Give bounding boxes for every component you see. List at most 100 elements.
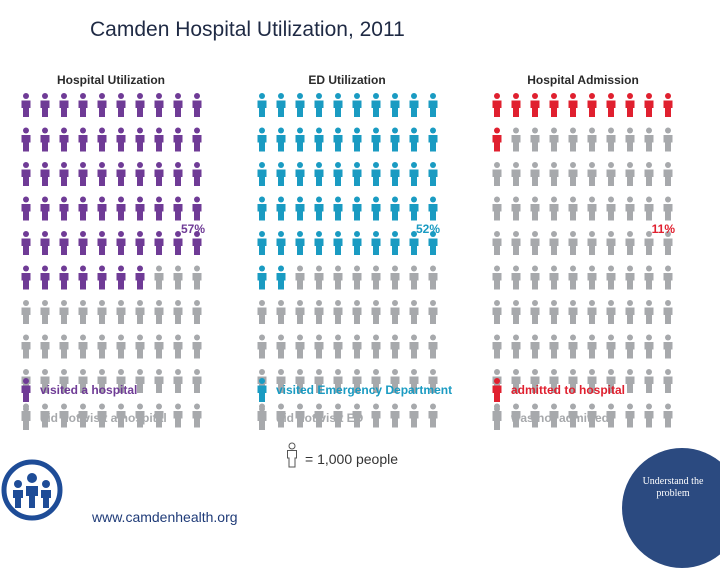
person-icon-rest [511, 162, 521, 186]
person-icon-highlight [116, 93, 126, 117]
person-icon-rest [568, 300, 578, 324]
person-icon-highlight [40, 231, 50, 255]
person-icon-highlight [409, 196, 419, 221]
person-icon-highlight [276, 196, 286, 221]
person-icon-rest [314, 403, 324, 428]
person-icon-rest [154, 403, 164, 428]
person-icon-rest [492, 300, 502, 324]
person-icon-rest [549, 231, 559, 255]
person-icon-rest [492, 334, 502, 359]
person-icon-rest [135, 300, 145, 324]
person-icon-highlight [21, 196, 31, 221]
person-icon-highlight [371, 196, 381, 221]
person-icon-highlight [428, 162, 438, 186]
person-icon-rest [352, 334, 362, 359]
person-icon-highlight [314, 93, 324, 117]
person-icon-highlight [97, 265, 107, 290]
person-icon-rest [116, 334, 126, 359]
person-icon-rest [371, 403, 381, 428]
person-icon-rest [173, 300, 183, 324]
person-icon-rest [371, 300, 381, 324]
person-icon-highlight [154, 162, 164, 186]
person-icon-rest [333, 334, 343, 359]
legend-rest-label: did not visit ED [276, 411, 364, 425]
person-icon-highlight [78, 231, 88, 255]
person-icon-highlight [333, 127, 343, 152]
person-icon-highlight [173, 127, 183, 152]
person-icon-highlight [644, 93, 654, 117]
person-icon-highlight [276, 127, 286, 152]
person-icon-highlight [352, 196, 362, 221]
person-icon-rest [295, 403, 305, 428]
person-icon-rest [530, 334, 540, 359]
person-icon-rest [568, 127, 578, 152]
person-icon-highlight [371, 127, 381, 152]
person-icon-rest [549, 162, 559, 186]
person-icon-highlight [78, 127, 88, 152]
person-icon-highlight [40, 162, 50, 186]
person-icon-rest [530, 369, 540, 393]
person-icon-rest [78, 403, 88, 428]
person-icon-highlight [352, 162, 362, 186]
unit-key-label: = 1,000 people [305, 451, 398, 467]
person-icon-highlight [173, 196, 183, 221]
person-icon-rest [625, 369, 635, 393]
person-icon-rest [625, 231, 635, 255]
person-icon-rest [663, 231, 673, 255]
person-icon-rest [549, 369, 559, 393]
person-icon-rest [40, 403, 50, 428]
person-icon-rest [59, 300, 69, 324]
person-icon-rest [390, 403, 400, 428]
person-icon-rest [78, 369, 88, 393]
person-icon-rest [511, 334, 521, 359]
person-icon-rest [59, 369, 69, 393]
person-icon-rest [587, 127, 597, 152]
person-icon-rest [192, 265, 202, 290]
person-icon-highlight [428, 127, 438, 152]
percent-label: 52% [416, 222, 440, 236]
person-icon-highlight [663, 93, 673, 117]
person-icon-highlight [587, 93, 597, 117]
person-icon-highlight [333, 196, 343, 221]
person-icon-rest [549, 127, 559, 152]
person-icon-highlight [78, 265, 88, 290]
person-icon-highlight [428, 196, 438, 221]
person-icon-highlight [59, 162, 69, 186]
person-icon-rest [21, 300, 31, 324]
person-icon-rest [530, 265, 540, 290]
person-icon-highlight [409, 231, 419, 255]
person-icon-rest [40, 334, 50, 359]
pictograph-chart: Hospital Utilization 57% visited a hospita… [21, 73, 675, 468]
person-icon-rest [333, 265, 343, 290]
person-icon-highlight [116, 231, 126, 255]
person-icon-highlight [257, 162, 267, 186]
person-icon-rest [154, 334, 164, 359]
person-icon-highlight [295, 162, 305, 186]
person-icon-highlight [352, 93, 362, 117]
person-icon-rest [154, 369, 164, 393]
person-icon-highlight [257, 265, 267, 290]
person-icon-rest [606, 334, 616, 359]
person-icon-rest [409, 403, 419, 428]
person-icon-highlight [21, 127, 31, 152]
person-icon-rest [511, 265, 521, 290]
person-icon-rest [154, 265, 164, 290]
person-icon-highlight [40, 93, 50, 117]
person-icon-highlight [135, 127, 145, 152]
person-icon-rest [116, 300, 126, 324]
person-icon-highlight [511, 93, 521, 117]
person-icon-rest [606, 300, 616, 324]
person-icon-rest [625, 300, 635, 324]
person-icon-highlight [116, 127, 126, 152]
person-icon-rest [511, 196, 521, 221]
person-icon-highlight [371, 231, 381, 255]
person-icon-rest [135, 334, 145, 359]
person-icon-highlight [257, 127, 267, 152]
person-icon-highlight [409, 162, 419, 186]
person-icon-rest [192, 334, 202, 359]
person-icon-rest [428, 334, 438, 359]
person-icon-highlight [78, 162, 88, 186]
person-icon-highlight [154, 93, 164, 117]
person-icon-highlight [390, 196, 400, 221]
person-icon-rest [606, 196, 616, 221]
